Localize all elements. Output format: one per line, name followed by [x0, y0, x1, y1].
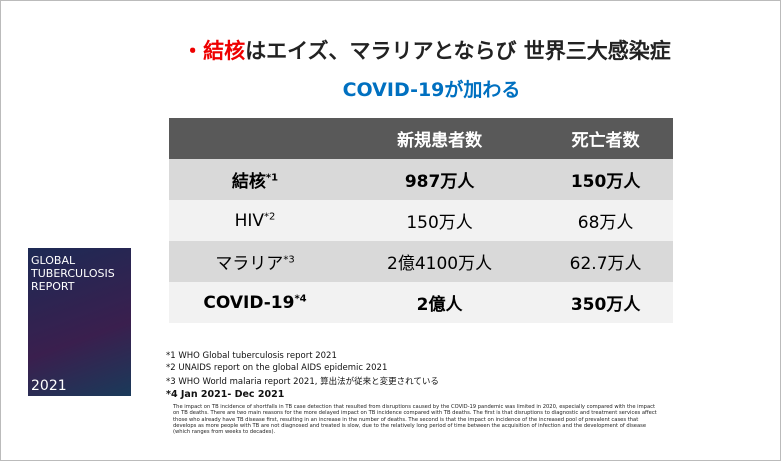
cell: 2億人 — [341, 282, 539, 323]
footnote: *2 UNAIDS report on the global AIDS epid… — [166, 363, 388, 373]
subtitle: COVID-19が加わる — [342, 79, 521, 101]
row: 結核*1 987万人 150万人 — [169, 159, 673, 200]
title: ・結核はエイズ、マラリアとならび 世界三大感染症 — [1, 35, 780, 65]
row-label: COVID-19*4 — [169, 282, 341, 323]
cell: 62.7万人 — [538, 241, 673, 282]
title-text: はエイズ、マラリアとならび 世界三大感染症 — [245, 39, 671, 63]
cell: 68万人 — [538, 200, 673, 241]
note: *2 — [264, 210, 276, 222]
cell: 150万人 — [538, 159, 673, 200]
cover-text: REPORT — [31, 280, 75, 293]
label: COVID-19 — [203, 292, 295, 313]
label: 結核 — [231, 172, 266, 192]
row-label: HIV*2 — [169, 200, 341, 241]
footnote: *1 WHO Global tuberculosis report 2021 — [166, 351, 337, 361]
footnote-body: The impact on TB incidence of shortfalls… — [173, 404, 657, 436]
report-cover: GLOBAL TUBERCULOSIS REPORT 2021 — [28, 248, 131, 396]
row-label: 結核*1 — [169, 159, 341, 200]
cell: 2億4100万人 — [341, 241, 539, 282]
note: *1 — [265, 172, 279, 184]
cover-text: GLOBAL — [31, 254, 76, 267]
cell: 350万人 — [538, 282, 673, 323]
row: COVID-19*4 2億人 350万人 — [169, 282, 673, 323]
bullet: ・ — [182, 39, 204, 63]
note: *4 — [294, 292, 307, 304]
cover-year: 2021 — [31, 378, 67, 394]
cell: 150万人 — [341, 200, 539, 241]
title-highlight: 結核 — [203, 39, 246, 63]
row: HIV*2 150万人 68万人 — [169, 200, 673, 241]
row: マラリア*3 2億4100万人 62.7万人 — [169, 241, 673, 282]
footnote: *3 WHO World malaria report 2021, 算出法が従来… — [166, 377, 439, 387]
label: マラリア — [215, 254, 284, 274]
header-row: 新規患者数 死亡者数 — [169, 118, 673, 159]
header-cell: 死亡者数 — [538, 118, 673, 159]
cover-text: TUBERCULOSIS — [31, 267, 115, 280]
label: HIV — [234, 210, 265, 231]
table: 新規患者数 死亡者数 結核*1 987万人 150万人 HIV*2 150万人 68万人 … — [169, 118, 673, 323]
note: *3 — [283, 254, 295, 266]
cell: 987万人 — [341, 159, 539, 200]
header-cell: 新規患者数 — [341, 118, 539, 159]
header-cell — [169, 118, 341, 159]
footnote-label: *4 Jan 2021- Dec 2021 — [166, 389, 285, 400]
row-label: マラリア*3 — [169, 241, 341, 282]
